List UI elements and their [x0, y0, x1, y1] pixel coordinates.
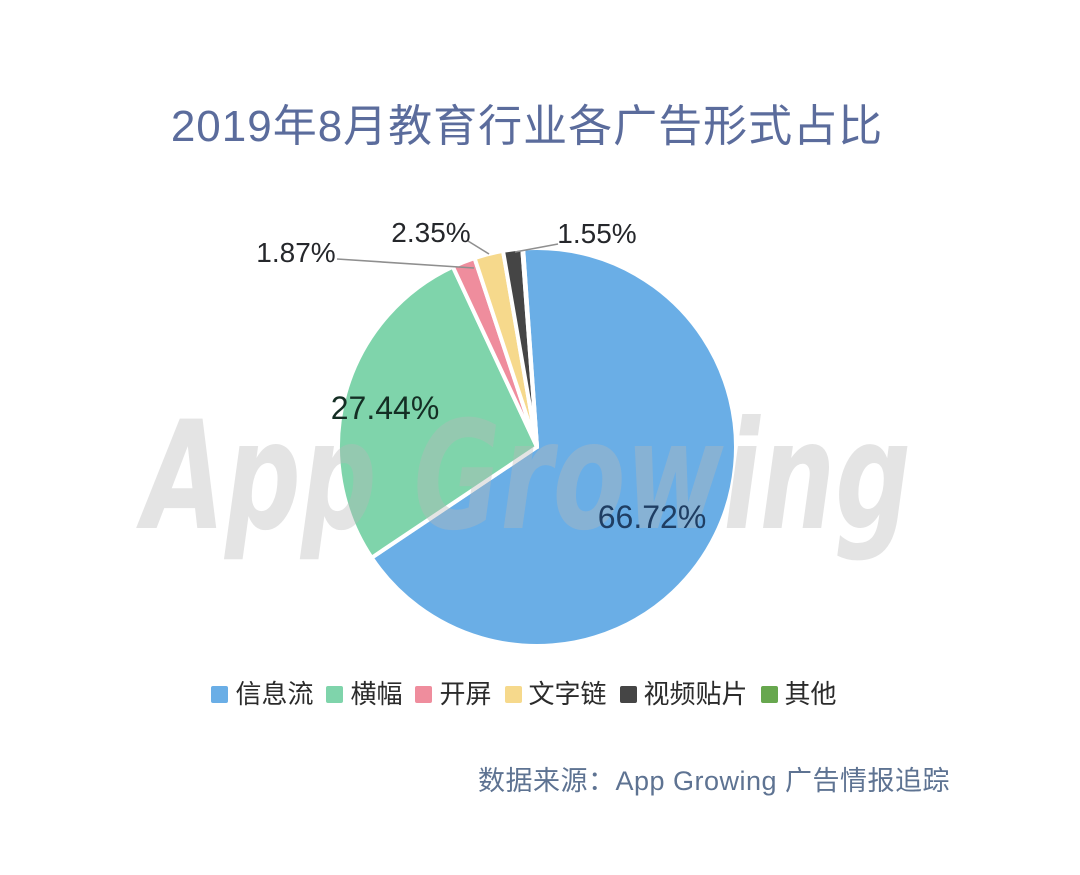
label-leader-line-2 — [336, 258, 475, 269]
legend-swatch-icon — [326, 685, 344, 703]
legend-item-5: 其他 — [760, 679, 837, 709]
pie-label-0: 66.72% — [598, 499, 707, 535]
legend-item-1: 横幅 — [326, 680, 402, 709]
chart-legend: 信息流 横幅 开屏 文字链 视频贴片 其他 — [0, 680, 1064, 709]
pie-slice-0 — [369, 246, 738, 648]
legend-item-0: 信息流 — [211, 680, 313, 709]
pie-label-4: 1.55% — [557, 218, 636, 249]
pie-labels-group: 66.72% 27.44% 1.87% 2.35% 1.55% — [256, 217, 706, 535]
pie-slice-5 — [520, 246, 539, 449]
legend-label: 视频贴片 — [643, 679, 748, 709]
pie-label-1: 27.44% — [331, 390, 440, 426]
legend-label: 其他 — [784, 679, 837, 709]
legend-swatch-icon — [415, 685, 433, 703]
legend-label: 文字链 — [528, 679, 607, 709]
pie-label-2: 1.87% — [256, 237, 335, 268]
legend-swatch-icon — [760, 685, 778, 703]
data-source-caption: 数据来源：App Growing 广告情报追踪 — [477, 766, 951, 796]
label-leader-line-4 — [514, 243, 559, 253]
legend-swatch-icon — [504, 685, 522, 703]
label-leader-lines-group — [336, 240, 559, 269]
legend-item-2: 开屏 — [415, 679, 492, 709]
pie-label-3: 2.35% — [391, 217, 470, 248]
legend-swatch-icon — [619, 685, 637, 703]
pie-slice-1 — [336, 264, 539, 560]
legend-label: 信息流 — [235, 679, 314, 709]
legend-swatch-icon — [211, 685, 229, 703]
pie-slices-group — [336, 246, 738, 648]
label-leader-line-3 — [467, 240, 490, 255]
legend-item-3: 文字链 — [504, 679, 607, 709]
legend-label: 横幅 — [350, 679, 403, 709]
legend-label: 开屏 — [439, 679, 492, 709]
legend-item-4: 视频贴片 — [619, 679, 748, 709]
watermark-text: App Growing — [136, 390, 911, 564]
chart-title: 2019年8月教育行业各广告形式占比 — [170, 102, 884, 151]
